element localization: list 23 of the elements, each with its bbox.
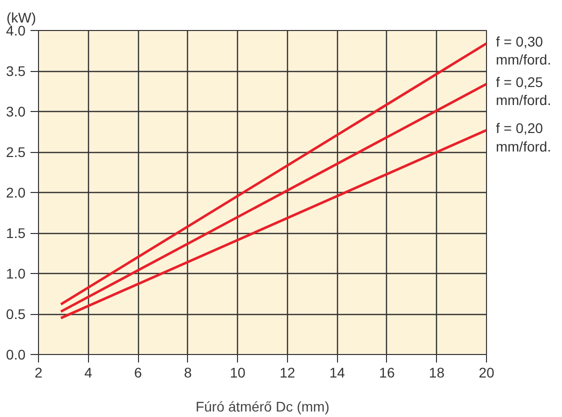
y-tick-label: 3.5 <box>6 63 26 79</box>
x-tick-label: 20 <box>478 364 494 380</box>
x-tick-label: 6 <box>134 364 142 380</box>
x-tick-label: 16 <box>379 364 395 380</box>
x-tick-label: 8 <box>184 364 192 380</box>
y-tick-label: 0.5 <box>6 306 26 322</box>
x-axis-title: Fúró átmérő Dc (mm) <box>196 398 330 414</box>
y-tick-label: 3.0 <box>6 104 26 120</box>
series-label: f = 0,20 mm/ford. <box>496 120 552 154</box>
x-tick-label: 10 <box>230 364 246 380</box>
y-tick-label: 1.0 <box>6 266 26 282</box>
x-tick-label: 18 <box>428 364 445 380</box>
y-axis-title: (kW) <box>6 10 36 26</box>
x-tick-label: 12 <box>280 364 296 380</box>
y-tick-label: 1.5 <box>6 225 26 241</box>
x-tick-label: 14 <box>329 364 346 380</box>
y-tick-label: 2.0 <box>6 184 26 200</box>
series-label: f = 0,25 mm/ford. <box>496 74 552 108</box>
x-tick-label: 2 <box>34 364 43 380</box>
y-tick-label: 0.0 <box>6 346 26 362</box>
y-tick-label: 2.5 <box>6 144 26 160</box>
x-tick-label: 4 <box>84 364 92 380</box>
series-label: f = 0,30 mm/ford. <box>496 33 552 68</box>
